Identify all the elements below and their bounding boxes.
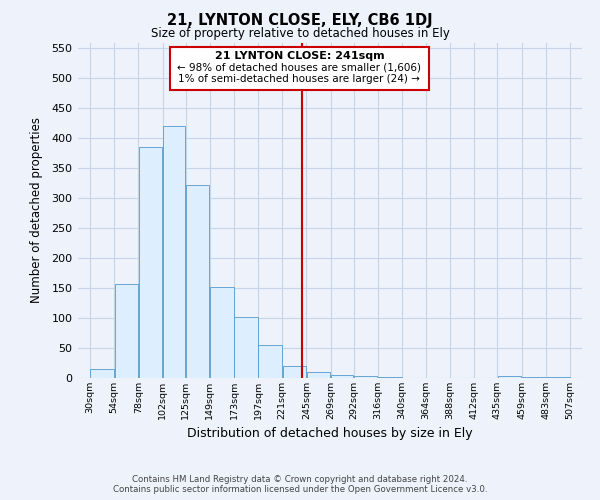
Bar (307, 372, 330, 378)
Y-axis label: Number of detached properties: Number of detached properties (30, 117, 43, 303)
Bar (283, 366, 306, 378)
Bar (522, 377, 545, 378)
Text: 21 LYNTON CLOSE: 241sqm: 21 LYNTON CLOSE: 241sqm (215, 52, 384, 62)
Bar (354, 376, 377, 378)
FancyBboxPatch shape (170, 46, 429, 90)
Bar (139, 147, 162, 378)
Bar (331, 374, 353, 378)
Text: ← 98% of detached houses are smaller (1,606): ← 98% of detached houses are smaller (1,… (178, 63, 421, 73)
Bar (235, 317, 257, 378)
Bar (546, 377, 569, 378)
Text: 1% of semi-detached houses are larger (24) →: 1% of semi-detached houses are larger (2… (178, 74, 420, 84)
Bar (91, 368, 114, 378)
Text: Size of property relative to detached houses in Ely: Size of property relative to detached ho… (151, 28, 449, 40)
Bar (378, 377, 401, 378)
Bar (186, 185, 209, 378)
Bar (163, 126, 185, 378)
Text: 21, LYNTON CLOSE, ELY, CB6 1DJ: 21, LYNTON CLOSE, ELY, CB6 1DJ (167, 12, 433, 28)
Bar (498, 376, 521, 378)
Bar (210, 287, 233, 378)
X-axis label: Distribution of detached houses by size in Ely: Distribution of detached houses by size … (187, 427, 473, 440)
Bar (259, 344, 282, 378)
Bar (115, 284, 138, 378)
Text: Contains HM Land Registry data © Crown copyright and database right 2024.
Contai: Contains HM Land Registry data © Crown c… (113, 474, 487, 494)
